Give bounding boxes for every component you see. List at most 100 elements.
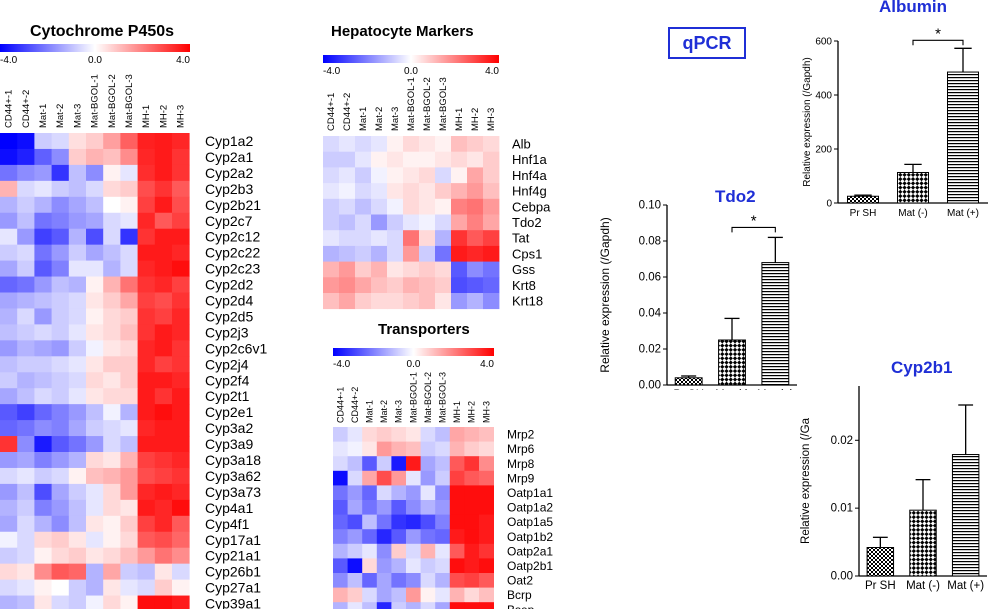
heatmap-cell <box>34 148 52 166</box>
heatmap-cell <box>51 164 70 182</box>
heatmap-cell <box>0 436 18 453</box>
heatmap-cell <box>0 388 18 405</box>
heatmap-cell <box>137 276 156 293</box>
heatmap-cell <box>34 212 52 230</box>
x-tick-label: Pr SH <box>673 389 704 390</box>
heatmap-cell <box>137 292 156 309</box>
heatmap-cell <box>0 196 18 214</box>
heatmap-cell <box>0 467 18 485</box>
heatmap-cell <box>391 558 407 574</box>
heatmap-cell <box>86 404 104 421</box>
heatmap-cell <box>103 292 121 309</box>
heatmap-cell <box>68 196 87 214</box>
row-label: Cyp2d2 <box>205 277 253 293</box>
heatmap-cell <box>172 133 190 150</box>
heatmap-cell <box>391 441 407 457</box>
heatmap-cell <box>483 230 500 247</box>
heatmap-cell <box>34 467 52 485</box>
heatmap-cell <box>86 356 104 373</box>
heatmap-cell <box>17 531 35 549</box>
heatmap-cell <box>376 500 392 515</box>
heatmap-cell <box>483 245 500 262</box>
heatmap-cell <box>86 324 104 341</box>
heatmap-cell <box>347 587 363 603</box>
heatmap-cell <box>420 529 436 545</box>
heatmap-cell <box>0 547 18 565</box>
heatmap-cell <box>154 228 173 246</box>
heatmap-cell <box>172 148 190 166</box>
heatmap-cell <box>103 148 121 166</box>
heatmap-cell <box>120 148 138 166</box>
heatmap-cell <box>403 136 420 153</box>
heatmap-cell <box>103 164 121 182</box>
y-tick-label: 0.04 <box>639 308 662 320</box>
heatmap-cell <box>137 324 156 341</box>
row-label: Cyp2c22 <box>205 245 260 261</box>
x-tick-label: Mat (-) <box>906 580 940 592</box>
heatmap-cell <box>371 293 388 310</box>
heatmap-cell <box>34 531 52 549</box>
heatmap-cell <box>323 151 340 168</box>
heatmap-cell <box>51 308 70 325</box>
row-label: Krt18 <box>512 294 543 309</box>
heatmap-cell <box>420 602 436 609</box>
column-label: Mat-BGOL-1 <box>90 74 101 128</box>
row-label: Cyp2c12 <box>205 229 260 245</box>
heatmap-cell <box>479 456 494 472</box>
heatmap-cell <box>86 340 104 357</box>
x-tick-label: Mat (-) <box>715 389 749 390</box>
y-tick-label: 200 <box>815 145 832 156</box>
heatmap-cell <box>17 563 35 580</box>
row-label: Cyp3a62 <box>205 468 261 484</box>
heatmap-cell <box>479 470 494 486</box>
heatmap-cell <box>347 543 363 559</box>
heatmap-cell <box>323 245 340 262</box>
heatmap-cell <box>17 499 35 517</box>
heatmap-cell <box>68 148 87 166</box>
heatmap-cell <box>120 292 138 309</box>
heatmap-cell <box>68 420 87 437</box>
heatmap-cell <box>467 230 484 247</box>
column-label: CD44+-2 <box>350 387 360 423</box>
color-scale-bar <box>323 55 499 63</box>
heatmap-cell <box>120 324 138 341</box>
scale-max-label: 4.0 <box>480 359 494 370</box>
heatmap-cell <box>347 558 363 574</box>
heatmap-cell <box>154 547 173 565</box>
heatmap-cell <box>120 133 138 150</box>
heatmap-cell <box>420 543 436 559</box>
column-label: CD44+-1 <box>326 93 337 131</box>
heatmap-cell <box>34 356 52 373</box>
row-label: Oatp1b2 <box>507 530 553 544</box>
heatmap-cell <box>137 452 156 469</box>
heatmap-cell <box>68 244 87 261</box>
column-label: Mat-BGOL-1 <box>408 372 418 423</box>
heatmap-cell <box>435 485 451 501</box>
heatmap-cell <box>172 196 190 214</box>
row-label: Cyp39a1 <box>205 596 261 609</box>
row-label: Cyp2c7 <box>205 213 253 229</box>
heatmap-cell <box>333 602 348 609</box>
heatmap-cell <box>34 228 52 246</box>
heatmap-cell <box>483 136 500 153</box>
heatmap-cell <box>34 340 52 357</box>
heatmap-cell <box>103 228 121 246</box>
heatmap-cell <box>371 261 388 278</box>
heatmap-cell <box>483 198 500 215</box>
heatmap-cell <box>172 595 190 609</box>
heatmap-cell <box>419 261 436 278</box>
heatmap-cell <box>34 196 52 214</box>
column-label: MH-1 <box>452 401 462 423</box>
heatmap-cell <box>68 164 87 182</box>
heatmap-cell <box>333 427 348 442</box>
heatmap-cell <box>103 436 121 453</box>
heatmap-cell <box>362 558 378 574</box>
heatmap-cell <box>17 388 35 405</box>
x-tick-label: Mat (+) <box>947 580 984 592</box>
heatmap-cell <box>172 388 190 405</box>
heatmap-cell <box>137 499 156 517</box>
row-label: Cyp2a2 <box>205 165 253 181</box>
heatmap-cell <box>449 587 465 603</box>
heatmap-cell <box>0 595 18 609</box>
x-tick-label: Mat (-) <box>898 208 927 219</box>
